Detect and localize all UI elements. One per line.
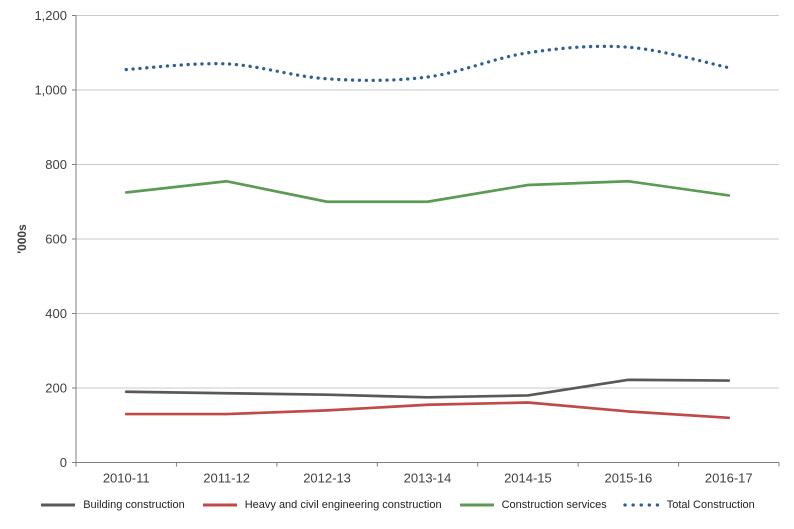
y-tick-label: 800	[45, 157, 67, 172]
x-tick-label: 2011-12	[203, 471, 250, 486]
x-tick-label: 2012-13	[303, 471, 351, 486]
y-tick-label: 0	[60, 455, 67, 470]
legend-label: Construction services	[501, 499, 607, 511]
legend-item-building-construction: Building construction	[39, 499, 185, 511]
legend-line-icon	[41, 503, 76, 507]
legend-label: Building construction	[83, 499, 185, 511]
y-tick-label: 600	[45, 232, 67, 247]
x-tick-label: 2013-14	[404, 471, 452, 486]
legend-label: Heavy and civil engineering construction	[244, 499, 442, 511]
y-tick-label: 200	[45, 381, 67, 396]
legend-item-total-construction: Total Construction	[623, 499, 755, 511]
legend-item-construction-services: Construction services	[458, 499, 607, 511]
x-tick-label: 2014-15	[504, 471, 552, 486]
legend-item-heavy-and-civil-engineering-construction: Heavy and civil engineering construction	[201, 499, 442, 511]
y-tick-label: 1,000	[34, 83, 67, 98]
series-line-total-construction	[124, 44, 731, 83]
y-tick-label: 1,200	[34, 8, 67, 23]
legend-line-icon	[202, 503, 237, 507]
x-tick-label: 2010-11	[103, 471, 150, 486]
y-axis-title: '000s	[15, 224, 29, 254]
legend: Building construction Heavy and civil eng…	[0, 499, 794, 511]
y-tick-label: 400	[45, 306, 67, 321]
x-tick-label: 2016-17	[705, 471, 753, 486]
legend-label: Total Construction	[666, 499, 755, 511]
legend-line-icon	[623, 503, 661, 507]
series-line-construction-services	[124, 179, 731, 204]
x-tick-label: 2015-16	[604, 471, 652, 486]
legend-line-icon	[459, 503, 494, 507]
series-line-building-construction	[124, 378, 731, 399]
series-line-heavy-and-civil-engineering-construction	[124, 401, 731, 420]
plot-area: 0 200 400 600 800 1,000 1,200 2010-11 2011-12 201…	[34, 8, 780, 486]
